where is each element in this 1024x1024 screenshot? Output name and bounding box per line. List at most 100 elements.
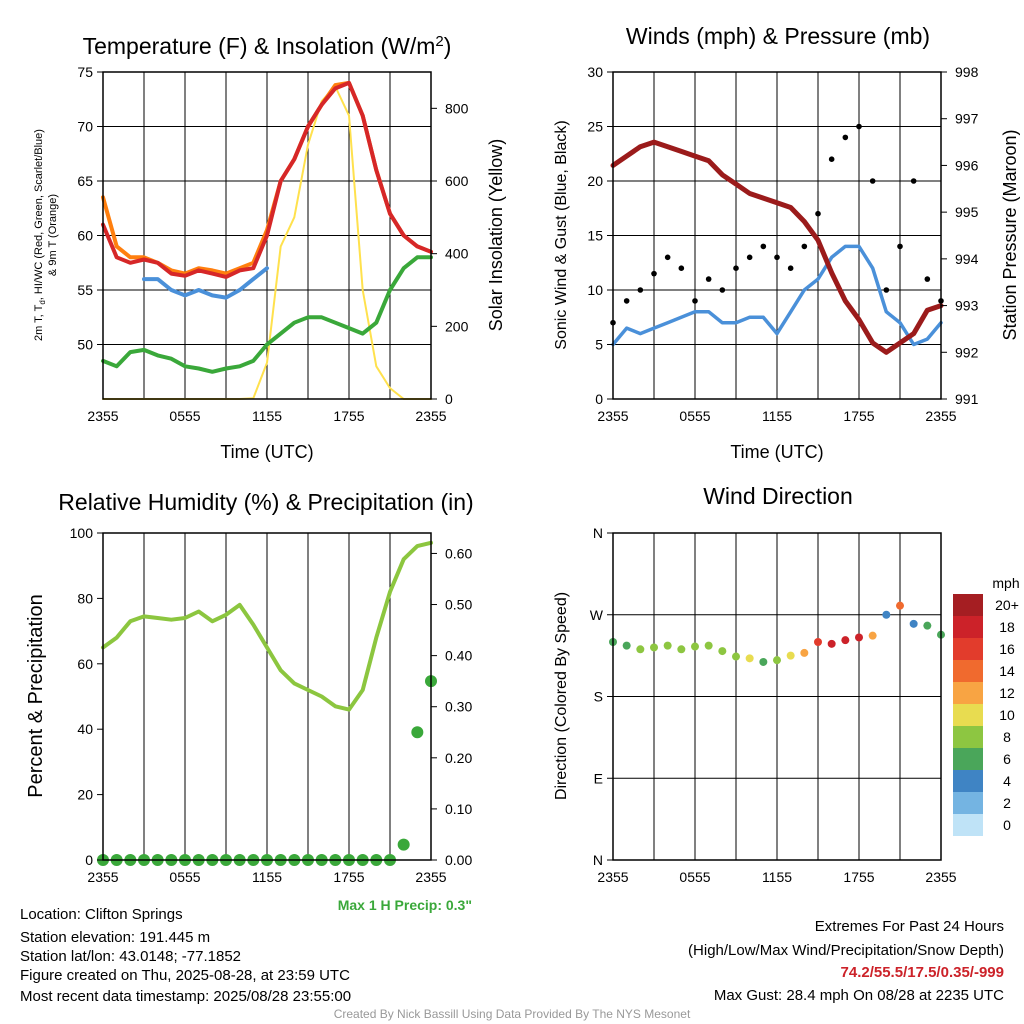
y2-tick-label: 0.10 xyxy=(445,801,472,817)
gust-point xyxy=(678,265,685,272)
direction-point xyxy=(814,638,822,646)
y-tick-label: N xyxy=(593,852,603,868)
y2-tick-label: 994 xyxy=(955,251,979,267)
legend-title: mph xyxy=(992,575,1019,591)
pressure-line xyxy=(610,139,944,355)
legend-swatch xyxy=(953,594,983,616)
legend-swatch xyxy=(953,748,983,770)
x-tick-label: 2355 xyxy=(597,408,628,424)
y-tick-label: 20 xyxy=(587,173,603,189)
y-tick-label: 0 xyxy=(85,852,93,868)
direction-point xyxy=(704,641,713,650)
direction-point xyxy=(745,654,754,663)
x-tick-label: 1155 xyxy=(762,408,792,424)
x-tick-label: 1155 xyxy=(762,869,792,885)
credit-line: Created By Nick Bassill Using Data Provi… xyxy=(333,1007,691,1021)
direction-point xyxy=(800,648,809,657)
info-latlon: Station lat/lon: 43.0148; -77.1852 xyxy=(20,948,242,965)
y-tick-label: N xyxy=(593,525,603,541)
x-tick-label: 1155 xyxy=(252,408,282,424)
x-tick-label: 1155 xyxy=(252,869,282,885)
y2-tick-label: 800 xyxy=(445,100,469,116)
direction-point xyxy=(759,657,768,666)
legend-label: 10 xyxy=(999,707,1015,723)
x-tick-label: 2355 xyxy=(87,869,118,885)
direction-point xyxy=(732,652,740,661)
direction-point xyxy=(882,610,891,619)
gust-point xyxy=(924,276,931,282)
legend-swatch xyxy=(953,638,983,660)
y-tick-label: 15 xyxy=(587,228,603,244)
y-tick-label: 75 xyxy=(77,64,93,80)
direction-point xyxy=(718,647,727,656)
direction-point xyxy=(841,636,850,645)
legend-swatch xyxy=(953,616,983,638)
legend-swatch xyxy=(953,682,983,704)
y2-tick-label: 0 xyxy=(445,391,453,407)
speed-legend: mph 20+ 18 16 14 12 10 8 6 4 2 0 xyxy=(953,575,1020,836)
y-tick-label: 25 xyxy=(587,119,603,135)
gust-point xyxy=(856,123,862,130)
x-tick-label: 1755 xyxy=(843,408,874,424)
y-tick-label: 60 xyxy=(77,228,93,244)
x-tick-label: 2355 xyxy=(925,408,956,424)
direction-point xyxy=(909,619,918,628)
legend-label: 18 xyxy=(999,619,1015,635)
y2-tick-label: 0.50 xyxy=(445,597,472,613)
y2-tick-label: 996 xyxy=(955,157,979,173)
temperature-ylabel-line1: 2m T, Td, HI/WC (Red, Green, Scarlet/Blu… xyxy=(33,129,47,341)
gust-point xyxy=(801,243,808,250)
y-tick-label: 70 xyxy=(77,119,93,135)
legend-swatch xyxy=(953,770,983,792)
gust-point xyxy=(719,287,726,293)
y-tick-label: 80 xyxy=(77,590,93,606)
gust-point xyxy=(664,254,671,261)
gust-point xyxy=(651,270,657,277)
winds-xlabel: Time (UTC) xyxy=(730,442,823,462)
y2-tick-label: 0.20 xyxy=(445,750,472,766)
temperature-ylabel-line2: & 9m T (Orange) xyxy=(47,194,59,276)
gust-point xyxy=(774,254,780,261)
gust-point xyxy=(883,287,890,293)
extremes-title: Extremes For Past 24 Hours xyxy=(814,918,1004,935)
y-tick-label: 65 xyxy=(77,173,93,189)
x-tick-label: 2355 xyxy=(87,408,118,424)
direction-point xyxy=(786,651,795,660)
x-tick-label: 1755 xyxy=(843,869,874,885)
direction-point xyxy=(622,641,631,650)
precip-point xyxy=(397,838,410,851)
direction-point xyxy=(855,633,863,642)
legend-label: 14 xyxy=(999,663,1015,679)
wind-direction-ylabel: Direction (Colored By Speed) xyxy=(553,592,570,800)
dewpoint-line xyxy=(101,255,433,374)
extremes-values: 74.2/55.5/17.5/0.35/-999 xyxy=(840,964,1004,981)
y2-tick-label: 997 xyxy=(955,111,979,127)
direction-point xyxy=(896,601,904,610)
x-tick-label: 1755 xyxy=(333,408,364,424)
temperature-2m-line xyxy=(101,80,433,279)
y-tick-label: 50 xyxy=(77,337,93,353)
gust-point xyxy=(637,287,644,293)
gust-point xyxy=(692,298,698,304)
y2-tick-label: 0.60 xyxy=(445,545,472,561)
gust-point xyxy=(842,134,849,141)
y-tick-label: 10 xyxy=(587,282,603,298)
direction-point xyxy=(923,621,932,630)
gust-point xyxy=(869,178,876,184)
direction-point xyxy=(868,631,877,640)
legend-label: 16 xyxy=(999,641,1015,657)
gust-point xyxy=(910,178,917,184)
legend-label: 6 xyxy=(1003,751,1011,767)
direction-point xyxy=(691,642,699,651)
gust-point xyxy=(815,210,821,217)
gust-point xyxy=(760,243,767,250)
y-tick-label: 5 xyxy=(595,337,603,353)
y-tick-label: W xyxy=(590,607,604,623)
heat-index-line xyxy=(142,266,269,300)
y2-tick-label: 998 xyxy=(955,64,979,80)
temperature-title: Temperature (F) & Insolation (W/m2) xyxy=(83,33,452,60)
humidity-plot-frame xyxy=(102,532,432,861)
y2-tick-label: 991 xyxy=(955,391,979,407)
